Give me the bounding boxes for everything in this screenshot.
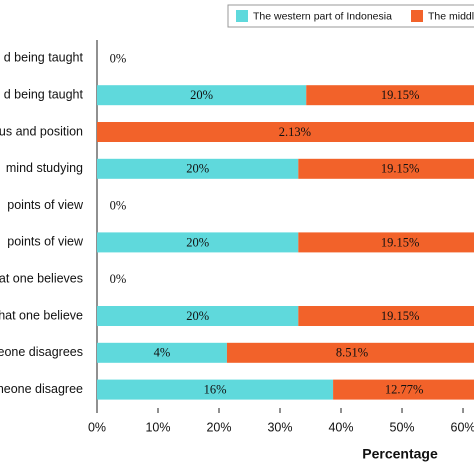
segment-label: 20%: [186, 309, 209, 323]
bar-segment: [333, 379, 474, 400]
legend-swatch: [236, 10, 248, 22]
category-label: us and position: [0, 124, 83, 138]
bar-segment: [306, 85, 474, 106]
segment-label: 19.15%: [381, 235, 420, 249]
bar-segment: [298, 306, 474, 326]
x-tick-label: 60%: [451, 420, 474, 434]
segment-label: 19.15%: [381, 88, 420, 102]
category-label: hat one believe: [0, 308, 83, 322]
segment-label: 20%: [190, 88, 213, 102]
category-label: mind studying: [6, 161, 83, 175]
segment-label: 0%: [110, 51, 127, 65]
bar-segment: [226, 342, 474, 363]
x-tick-label: 40%: [328, 420, 353, 434]
bar-segment: [298, 158, 474, 179]
x-tick-label: 0%: [88, 420, 106, 434]
x-tick-label: 50%: [390, 420, 415, 434]
legend-label: The middle: [428, 10, 474, 22]
bar-segment: [97, 306, 299, 326]
x-tick-label: 30%: [267, 420, 292, 434]
bar-segment: [298, 232, 474, 253]
bar-segment: [97, 232, 299, 253]
segment-label: 12.77%: [385, 382, 424, 396]
bar-segment: [97, 85, 307, 106]
category-label: eone disagrees: [0, 345, 83, 359]
legend-label: The western part of Indonesia: [253, 10, 392, 22]
segment-label: 8.51%: [336, 346, 368, 360]
bar-segment: [97, 158, 299, 179]
segment-label: 4%: [154, 346, 171, 360]
segment-label: 2.13%: [279, 125, 311, 139]
x-axis-label: Percentage: [362, 446, 438, 462]
bar-segment: [97, 379, 334, 400]
segment-label: 19.15%: [381, 162, 420, 176]
legend-swatch: [411, 10, 423, 22]
category-label: d being taught: [4, 51, 84, 65]
x-tick-label: 20%: [206, 420, 231, 434]
segment-label: 19.15%: [381, 309, 420, 323]
segment-label: 0%: [110, 272, 127, 286]
segment-label: 0%: [110, 198, 127, 212]
segment-label: 16%: [204, 382, 227, 396]
bar-segment: [97, 122, 474, 142]
segment-label: 20%: [186, 235, 209, 249]
category-label: points of view: [7, 198, 84, 212]
segment-label: 20%: [186, 162, 209, 176]
category-label: d being taught: [4, 87, 84, 101]
category-label: heone disagree: [0, 382, 83, 396]
bar-segment: [97, 342, 227, 363]
x-tick-label: 10%: [145, 420, 170, 434]
category-label: points of view: [7, 235, 84, 249]
category-label: at one believes: [0, 271, 83, 285]
